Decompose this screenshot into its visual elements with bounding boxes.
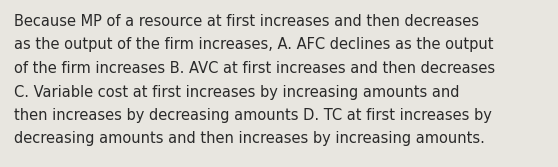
Text: C. Variable cost at first increases by increasing amounts and: C. Variable cost at first increases by i…	[14, 85, 459, 100]
Text: Because MP of a resource at first increases and then decreases: Because MP of a resource at first increa…	[14, 14, 479, 29]
Text: then increases by decreasing amounts D. TC at first increases by: then increases by decreasing amounts D. …	[14, 108, 492, 123]
Text: of the firm increases B. AVC at first increases and then decreases: of the firm increases B. AVC at first in…	[14, 61, 495, 76]
Text: as the output of the firm increases, A. AFC declines as the output: as the output of the firm increases, A. …	[14, 38, 493, 52]
Text: decreasing amounts and then increases by increasing amounts.: decreasing amounts and then increases by…	[14, 131, 485, 146]
